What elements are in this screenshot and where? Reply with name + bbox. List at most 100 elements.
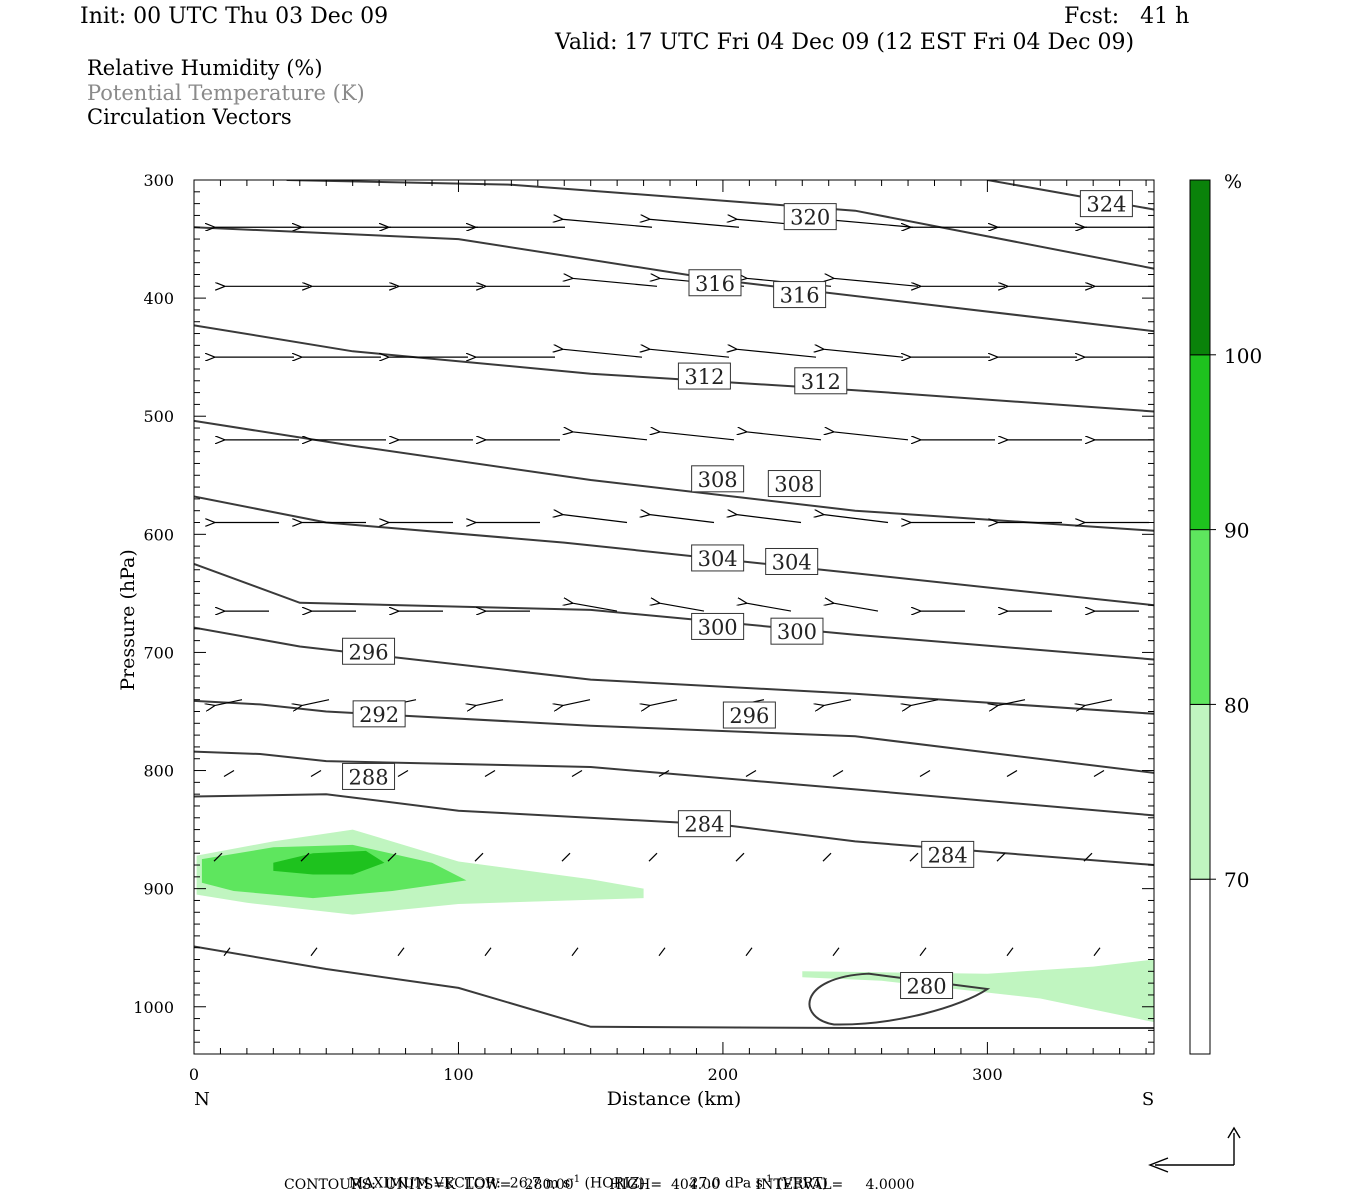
wind-vector bbox=[1006, 770, 1018, 778]
wind-vector bbox=[484, 947, 492, 957]
wind-vector bbox=[397, 770, 409, 778]
theta-label-280: 280 bbox=[900, 971, 954, 999]
legend-rh: Relative Humidity (%) bbox=[87, 56, 323, 80]
wind-vector bbox=[474, 852, 484, 862]
theta-label-text: 308 bbox=[774, 473, 814, 497]
wind-vector bbox=[300, 852, 310, 862]
forecast-hour: Fcst: 41 h bbox=[1064, 4, 1190, 29]
theta-label-text: 288 bbox=[348, 765, 388, 789]
x-tick-label: 0 bbox=[189, 1065, 199, 1084]
colorbar-label: 90 bbox=[1224, 519, 1249, 543]
theta-label-text: 284 bbox=[928, 843, 968, 867]
wind-vector bbox=[310, 947, 318, 957]
colorbar-label: 100 bbox=[1224, 344, 1262, 368]
theta-contour-288 bbox=[194, 750, 1154, 817]
wind-vector bbox=[745, 770, 757, 778]
theta-contour-304 bbox=[194, 495, 1154, 607]
rh-region-3 bbox=[273, 850, 385, 875]
colorbar-unit: % bbox=[1224, 171, 1242, 193]
wind-vector bbox=[572, 432, 648, 441]
theta-label-320: 320 bbox=[783, 203, 837, 231]
wind-vector bbox=[649, 219, 740, 228]
wind-vector bbox=[648, 852, 658, 862]
theta-label-316: 316 bbox=[773, 281, 827, 309]
wind-vector bbox=[736, 515, 802, 524]
footer-sup-2: -1 bbox=[762, 1174, 773, 1185]
wind-vector bbox=[909, 852, 919, 862]
wind-vector bbox=[223, 947, 231, 957]
theta-label-text: 296 bbox=[729, 704, 769, 728]
vector-scale-icon bbox=[1148, 1126, 1241, 1173]
y-tick-label: 300 bbox=[143, 171, 174, 190]
theta-label-300: 300 bbox=[770, 617, 824, 645]
wind-vector bbox=[310, 770, 322, 778]
wind-vector bbox=[833, 432, 909, 441]
theta-label-text: 320 bbox=[790, 206, 830, 230]
wind-vector bbox=[736, 349, 817, 358]
y-tick-label: 900 bbox=[143, 880, 174, 899]
theta-contour-280 bbox=[194, 945, 1154, 1029]
theta-label-300: 300 bbox=[691, 612, 745, 640]
x-axis-label: Distance (km) bbox=[607, 1088, 742, 1110]
x-tick-label: 100 bbox=[443, 1065, 474, 1084]
theta-label-284: 284 bbox=[921, 840, 975, 868]
theta-label-text: 280 bbox=[907, 974, 947, 998]
wind-vector bbox=[214, 699, 243, 706]
wind-vector bbox=[301, 699, 330, 706]
wind-vector bbox=[649, 349, 730, 358]
wind-vector bbox=[397, 947, 405, 957]
legend-vectors: Circulation Vectors bbox=[87, 105, 292, 129]
footer-sup-1: -1 bbox=[570, 1174, 581, 1185]
theta-label-text: 300 bbox=[698, 615, 738, 639]
wind-vector bbox=[823, 515, 889, 524]
footer-contours: CONTOURS: UNITS=K LOW= 280.00 HIGH= 404.… bbox=[284, 1177, 915, 1193]
wind-vector bbox=[823, 219, 914, 228]
y-tick-label: 400 bbox=[143, 289, 174, 308]
init-time: Init: 00 UTC Thu 03 Dec 09 bbox=[80, 4, 389, 29]
theta-label-text: 292 bbox=[359, 703, 399, 727]
colorbar-segment bbox=[1189, 878, 1211, 1055]
wind-vector bbox=[746, 603, 792, 612]
theta-label-316: 316 bbox=[688, 269, 742, 297]
wind-vector bbox=[823, 349, 904, 358]
x-end-label-north: N bbox=[194, 1089, 210, 1110]
theta-label-304: 304 bbox=[765, 547, 819, 575]
footer-max-vector-text: MAXIMUM VECTOR: 26.7 m s bbox=[348, 1175, 571, 1192]
colorbar-segment bbox=[1189, 354, 1211, 531]
colorbar-label: 70 bbox=[1224, 868, 1249, 892]
wind-vector bbox=[822, 852, 832, 862]
colorbar-segment bbox=[1189, 529, 1211, 705]
theta-contour-284 bbox=[194, 793, 1154, 866]
wind-vector bbox=[571, 770, 583, 778]
theta-label-text: 284 bbox=[684, 813, 724, 837]
theta-label-text: 304 bbox=[698, 547, 738, 571]
wind-vector bbox=[562, 349, 643, 358]
theta-label-312: 312 bbox=[794, 367, 848, 395]
theta-contour-320 bbox=[286, 180, 1154, 270]
wind-vector bbox=[659, 432, 735, 441]
wind-vector bbox=[572, 278, 658, 287]
wind-vector bbox=[910, 699, 939, 706]
colorbar-segment bbox=[1189, 703, 1211, 880]
wind-vector bbox=[823, 699, 852, 706]
y-tick-label: 700 bbox=[143, 643, 174, 662]
wind-vector bbox=[919, 947, 927, 957]
wind-vector bbox=[745, 947, 753, 957]
y-axis-label: Pressure (hPa) bbox=[117, 549, 139, 691]
theta-label-text: 304 bbox=[772, 550, 812, 574]
wind-vector bbox=[832, 947, 840, 957]
theta-contour-312 bbox=[194, 324, 1154, 413]
colorbar-label: 80 bbox=[1224, 693, 1249, 717]
theta-label-text: 296 bbox=[348, 640, 388, 664]
wind-vector bbox=[223, 770, 235, 778]
wind-vector bbox=[658, 770, 670, 778]
y-tick-label: 800 bbox=[143, 762, 174, 781]
theta-label-284: 284 bbox=[677, 810, 731, 838]
theta-label-292: 292 bbox=[352, 700, 406, 728]
theta-contour-296 bbox=[194, 626, 1154, 715]
wind-vector bbox=[387, 852, 397, 862]
theta-label-308: 308 bbox=[691, 465, 745, 493]
wind-vector bbox=[659, 603, 705, 612]
wind-vector bbox=[572, 603, 618, 612]
